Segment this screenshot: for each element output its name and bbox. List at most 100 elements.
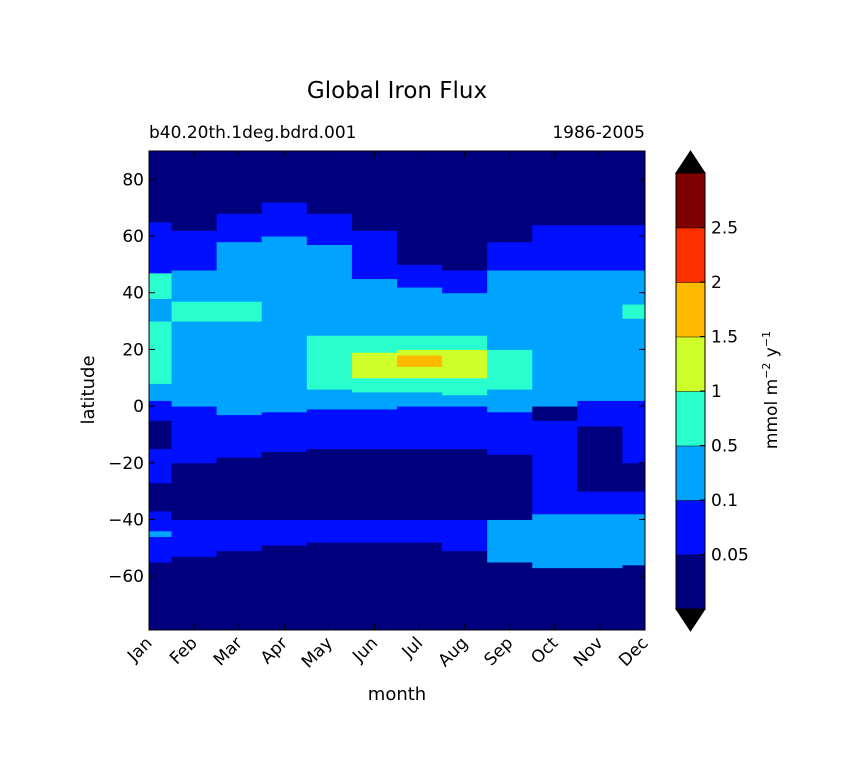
heatmap-cell <box>397 335 443 350</box>
x-tick-label: Oct <box>527 633 562 668</box>
heatmap-cell <box>306 389 353 410</box>
heatmap-cell <box>397 355 443 367</box>
heatmap-cell <box>261 544 308 631</box>
colorbar-extend-min <box>675 608 706 632</box>
heatmap-cell <box>577 491 623 515</box>
colorbar-tick-label: 1.5 <box>711 328 738 348</box>
heatmap-cell <box>397 542 443 631</box>
heatmap-cell <box>306 519 353 543</box>
heatmap-cell <box>397 151 443 265</box>
heatmap-cell <box>261 151 308 203</box>
heatmap-cell <box>351 542 398 631</box>
colorbar-segment <box>675 336 706 392</box>
heatmap-cell <box>171 519 218 557</box>
heatmap-cell <box>216 241 263 265</box>
heatmap-cell <box>171 301 218 322</box>
x-tick-label: Sep <box>480 633 517 670</box>
heatmap-cell <box>487 151 533 243</box>
x-axis-label: month <box>368 684 426 705</box>
heatmap-cell <box>577 425 623 464</box>
heatmap-cell <box>442 349 488 379</box>
y-tick-label: 80 <box>122 170 144 190</box>
heatmap-cell <box>397 287 443 336</box>
heatmap-cell <box>261 451 308 520</box>
heatmap-cell <box>149 510 173 532</box>
heatmap-cell <box>442 151 488 271</box>
y-axis-label: latitude <box>78 355 99 424</box>
heatmap-cell <box>261 202 308 237</box>
heatmap-cell <box>532 270 578 336</box>
colorbar-label-main: mmol m <box>762 379 782 449</box>
heatmap-cell <box>532 335 578 407</box>
y-axis: 80 60 40 20 0 −20 −40 −60 <box>108 170 645 587</box>
heatmap-cell <box>216 380 263 416</box>
heatmap-cell <box>487 561 533 631</box>
colorbar-tick-label: 0.05 <box>711 546 749 566</box>
x-tick-label: May <box>298 633 337 672</box>
heatmap-cell <box>487 389 533 413</box>
heatmap-cell <box>622 304 646 319</box>
chart-subtitle-right: 1986-2005 <box>552 123 645 143</box>
heatmap-cell <box>442 519 488 552</box>
heatmap-cell <box>149 221 173 274</box>
heatmap-cell <box>216 519 263 552</box>
y-tick-label: −20 <box>108 454 144 474</box>
heatmap-cell <box>216 301 263 322</box>
colorbar-tick-label: 0.5 <box>711 437 738 457</box>
heatmap-cell <box>442 377 488 396</box>
y-tick-label: 40 <box>122 284 144 304</box>
colorbar-tick-label: 1 <box>711 382 722 402</box>
heatmap-cell <box>532 462 578 515</box>
colorbar-label-exp2: −1 <box>760 331 773 347</box>
heatmap-cell <box>487 241 533 271</box>
heatmap-cell <box>532 513 578 569</box>
heatmap-cell <box>149 448 173 484</box>
colorbar-segment <box>675 554 706 610</box>
heatmap-cell <box>622 400 646 421</box>
heatmap-cell <box>397 349 443 356</box>
heatmap-cell <box>577 400 623 427</box>
y-tick-label: 0 <box>133 397 144 417</box>
heatmap-cell <box>577 567 623 631</box>
heatmap-cell <box>351 352 398 379</box>
x-tick-label: Apr <box>257 633 292 668</box>
heatmap-cell <box>442 550 488 631</box>
heatmap-cell <box>261 519 308 546</box>
heatmap-cell <box>216 321 263 382</box>
heatmap-cell <box>216 264 263 302</box>
heatmap-cell <box>171 406 218 421</box>
heatmap-cell <box>306 369 353 390</box>
colorbar: 0.05 0.1 0.5 1 1.5 2 2.5 <box>675 150 749 632</box>
heatmap-cell <box>149 321 173 384</box>
heatmap-cell <box>171 556 218 631</box>
heatmap-cell <box>442 270 488 294</box>
heatmap-cell <box>306 213 353 246</box>
colorbar-segment <box>675 499 706 556</box>
x-tick-label: Jul <box>398 633 427 662</box>
heatmap-cell <box>577 224 623 271</box>
heatmap-cell <box>149 383 173 401</box>
heatmap-cell <box>351 519 398 543</box>
heatmap-cell <box>216 151 263 214</box>
heatmap-cell <box>149 561 173 631</box>
heatmap-cell <box>532 420 578 464</box>
heatmap-cell <box>397 406 443 450</box>
heatmap-cell <box>261 411 308 452</box>
heatmap-cell <box>577 151 623 226</box>
heatmap-cell <box>149 530 173 537</box>
heatmap-cell <box>171 321 218 382</box>
heatmap-cell <box>351 408 398 450</box>
heatmap-cell <box>351 230 398 251</box>
heatmap-cell <box>149 482 173 512</box>
heatmap-cell <box>622 270 646 305</box>
heatmap-cell <box>216 213 263 243</box>
heatmap-cell <box>351 335 398 353</box>
heatmap-cell <box>261 321 308 370</box>
heatmap-cell <box>306 151 353 214</box>
colorbar-extend-max <box>675 150 706 174</box>
heatmap-cell <box>216 414 263 458</box>
heatmap-cell <box>149 420 173 450</box>
colorbar-tick-label: 0.1 <box>711 491 738 511</box>
x-tick-label: Dec <box>615 633 652 670</box>
